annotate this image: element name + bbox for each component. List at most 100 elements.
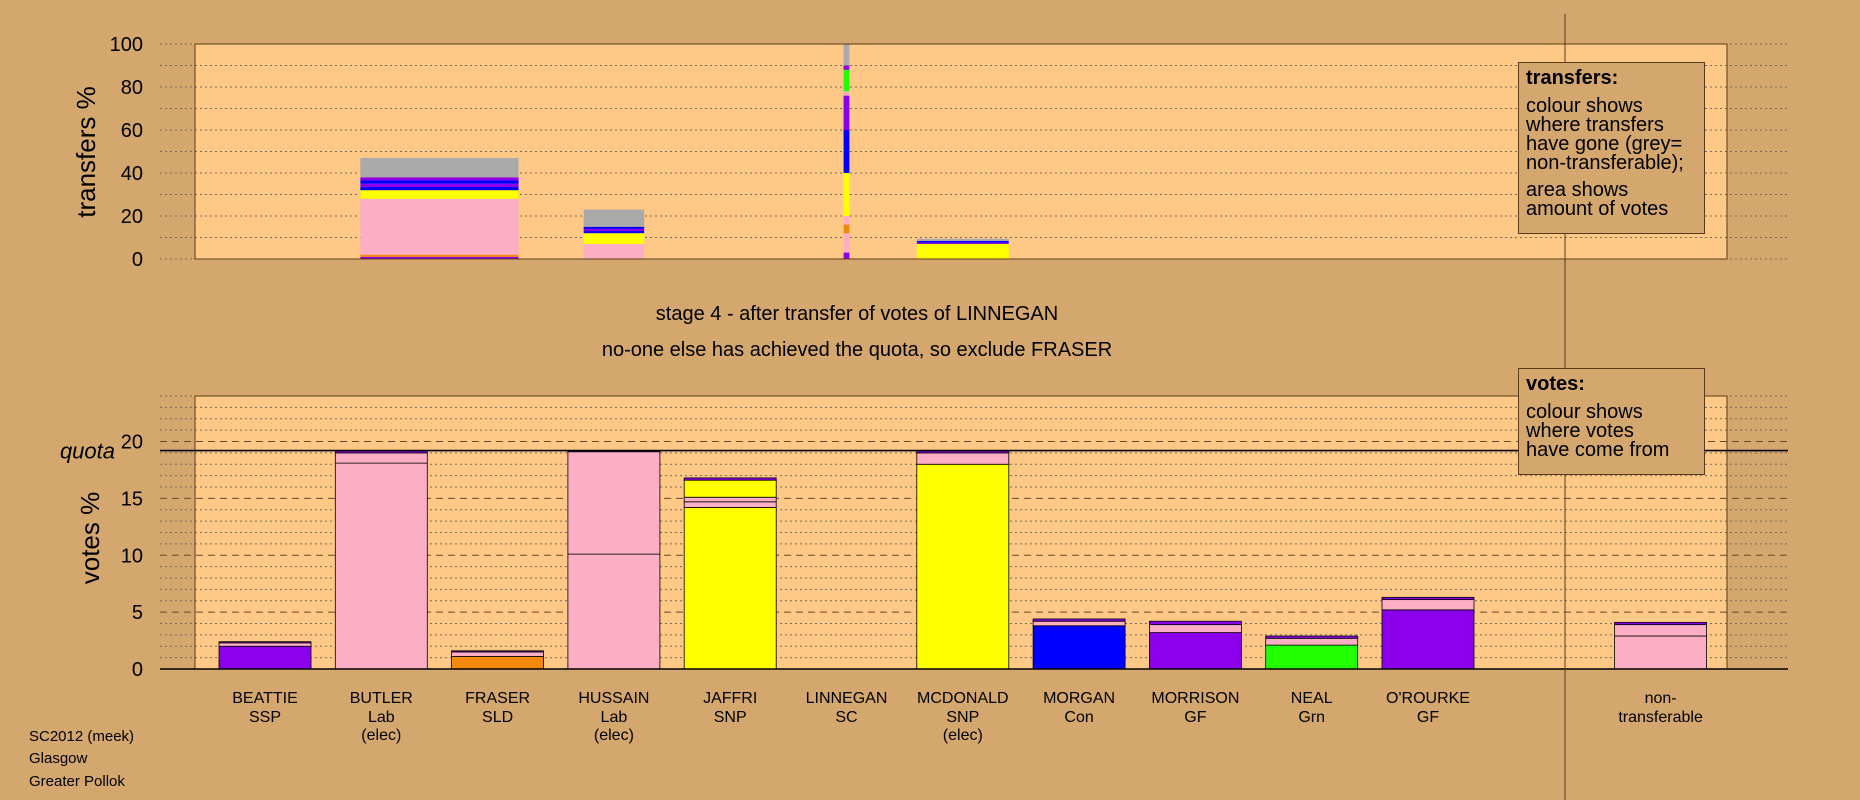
vote-bar-segment bbox=[451, 651, 545, 657]
candidate-name-label: HUSSAIN bbox=[578, 690, 649, 707]
candidate-name-label: FRASER bbox=[465, 690, 530, 707]
transfer-bar-segment bbox=[360, 180, 519, 184]
transfer-bar-segment bbox=[360, 183, 519, 187]
vote-bar-segment bbox=[1265, 644, 1359, 670]
vote-bar-segment bbox=[218, 641, 312, 644]
transfer-bar-segment bbox=[583, 228, 645, 232]
vote-bar-segment bbox=[567, 451, 661, 555]
candidate-status-label: (elec) bbox=[361, 727, 401, 744]
candidate-party-label: SSP bbox=[249, 709, 281, 726]
footer-ward: Greater Pollok bbox=[29, 773, 125, 790]
candidate-name-label: JAFFRI bbox=[703, 690, 757, 707]
nontransferable-bar-segment bbox=[1614, 635, 1707, 670]
transfers-legend: transfers: colour shows where transfers … bbox=[1518, 62, 1705, 234]
candidate-name-label: NEAL bbox=[1291, 690, 1333, 707]
transfers-legend-line: have gone (grey= bbox=[1526, 133, 1683, 155]
vote-bar-segment bbox=[1149, 620, 1242, 626]
transfer-bar-segment bbox=[843, 173, 850, 216]
transfer-bar-segment bbox=[583, 226, 645, 229]
candidate-name-label: MORGAN bbox=[1043, 690, 1115, 707]
transfer-bar-segment bbox=[843, 95, 850, 130]
transfer-bar-segment bbox=[360, 256, 519, 259]
vote-bar-segment bbox=[683, 501, 777, 508]
vote-bar-segment bbox=[334, 462, 428, 670]
vote-bar-segment bbox=[1381, 596, 1475, 601]
transfer-bar-segment bbox=[360, 254, 519, 257]
transfer-bar-segment bbox=[843, 252, 850, 259]
candidate-party-label: SLD bbox=[482, 709, 513, 726]
transfers-legend-title: transfers: bbox=[1526, 67, 1619, 89]
vote-bar-segment bbox=[567, 553, 661, 670]
quota-label: quota bbox=[60, 439, 115, 464]
votes-y-tick-label: 10 bbox=[121, 545, 143, 567]
transfer-bar-segment bbox=[916, 242, 1009, 244]
transfer-bar-segment bbox=[360, 190, 519, 199]
vote-bar-segment bbox=[1265, 637, 1359, 646]
transfers-y-tick-label: 20 bbox=[121, 206, 143, 228]
vote-bar-segment bbox=[916, 463, 1010, 670]
transfers-y-axis-title: transfers % bbox=[71, 86, 101, 218]
candidate-name-label: BUTLER bbox=[350, 690, 413, 707]
transfer-bar-segment bbox=[843, 233, 850, 253]
transfers-y-tick-label: 40 bbox=[121, 163, 143, 185]
transfer-bar-segment bbox=[583, 231, 645, 234]
vote-bar-segment bbox=[451, 650, 545, 653]
vote-bar-segment bbox=[683, 507, 777, 670]
vote-bar-segment bbox=[1265, 635, 1359, 639]
footer-council: Glasgow bbox=[29, 750, 88, 767]
candidate-name-label: O'ROURKE bbox=[1386, 690, 1470, 707]
stage-heading: stage 4 - after transfer of votes of LIN… bbox=[656, 303, 1058, 325]
transfer-bar-segment bbox=[583, 233, 645, 244]
nontransferable-label: transferable bbox=[1618, 709, 1703, 726]
votes-y-tick-label: 5 bbox=[132, 602, 143, 624]
transfers-legend-line: where transfers bbox=[1526, 114, 1664, 136]
transfers-legend-line: amount of votes bbox=[1526, 198, 1669, 220]
vote-bar-segment bbox=[334, 452, 428, 464]
stage-action-text: no-one else has achieved the quota, so e… bbox=[602, 339, 1112, 361]
votes-y-tick-label: 0 bbox=[132, 659, 143, 681]
candidate-party-label: SC bbox=[835, 709, 857, 726]
candidate-party-label: Grn bbox=[1298, 709, 1325, 726]
vote-bar-segment bbox=[683, 496, 777, 503]
candidate-party-label: GF bbox=[1417, 709, 1439, 726]
transfers-legend-line: colour shows bbox=[1526, 95, 1643, 117]
votes-legend-line: where votes bbox=[1526, 420, 1634, 442]
transfers-y-tick-label: 80 bbox=[121, 77, 143, 99]
vote-bar-segment bbox=[1032, 625, 1126, 670]
transfer-bar-segment bbox=[360, 157, 519, 178]
transfers-plot-frame bbox=[194, 43, 1728, 260]
candidate-name-label: MORRISON bbox=[1151, 690, 1239, 707]
nontransferable-label: non- bbox=[1645, 690, 1677, 707]
transfers-y-tick-label: 0 bbox=[132, 249, 143, 271]
candidate-party-label: Con bbox=[1064, 709, 1093, 726]
votes-legend: votes: colour shows where votes have com… bbox=[1518, 368, 1705, 475]
votes-legend-line: have come from bbox=[1526, 439, 1670, 461]
candidate-status-label: (elec) bbox=[943, 727, 983, 744]
vote-bar-segment bbox=[916, 452, 1010, 465]
votes-y-axis-title: votes % bbox=[75, 492, 105, 585]
candidate-party-label: SNP bbox=[946, 709, 979, 726]
candidate-name-label: LINNEGAN bbox=[806, 690, 888, 707]
transfers-legend-line: area shows bbox=[1526, 179, 1629, 201]
transfer-bar-segment bbox=[843, 65, 850, 70]
transfer-bar-segment bbox=[843, 91, 850, 96]
candidate-name-label: BEATTIE bbox=[232, 690, 298, 707]
transfer-bar-segment bbox=[843, 224, 850, 234]
votes-legend-title: votes: bbox=[1526, 373, 1585, 395]
vote-bar-segment bbox=[218, 642, 312, 647]
transfer-bar-segment bbox=[843, 69, 850, 92]
candidate-party-label: Lab bbox=[601, 709, 628, 726]
vote-bar-segment bbox=[1381, 599, 1475, 611]
candidate-name-label: MCDONALD bbox=[917, 690, 1009, 707]
candidate-party-label: GF bbox=[1184, 709, 1206, 726]
transfer-bar-segment bbox=[360, 198, 519, 255]
nontransferable-bar-segment bbox=[1614, 624, 1707, 637]
transfers-y-tick-label: 100 bbox=[110, 34, 143, 56]
nontransferable-bar-segment bbox=[1614, 621, 1707, 626]
transfer-bar-segment bbox=[583, 209, 645, 227]
transfer-bar-segment bbox=[916, 243, 1009, 259]
transfers-y-tick-label: 60 bbox=[121, 120, 143, 142]
vote-bar-segment bbox=[1149, 624, 1242, 634]
votes-legend-line: colour shows bbox=[1526, 401, 1643, 423]
